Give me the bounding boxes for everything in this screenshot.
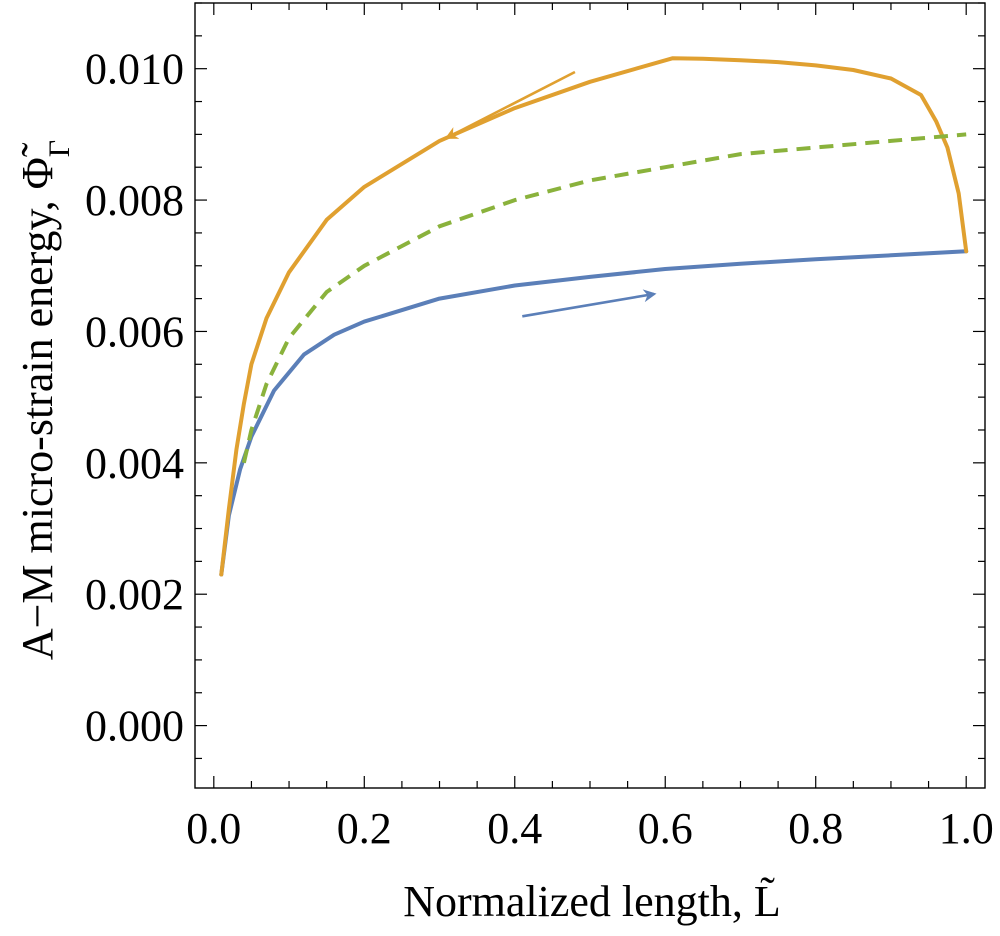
y-tick-label: 0.004 [85,439,184,488]
series-line-2 [219,56,969,577]
ticks-layer [195,2,985,788]
y-tick-label: 0.002 [85,570,184,619]
x-tick-label: 0.6 [638,804,693,853]
labels-layer: 0.0 0.2 0.4 0.6 0.8 1.0 0.000 0.002 0.004 0.006 0.… [85,45,994,853]
x-axis-title: Normalized length, L̃ [403,877,781,926]
y-tick-label: 0.010 [85,45,184,94]
series-line-1 [219,249,969,577]
x-tick-label: 1.0 [939,804,994,853]
series-line-3 [241,132,967,464]
y-tick-label: 0.006 [85,307,184,356]
plot-frame [194,2,986,789]
direction-arrow-1 [444,70,576,139]
x-tick-label: 0.8 [788,804,843,853]
direction-arrow-2 [522,289,657,318]
y-axis-title-subscript: Γ [43,140,76,157]
x-tick-label: 0.2 [337,804,392,853]
plot-border [194,2,986,789]
x-tick-label: 0.0 [186,804,241,853]
annotation-layer [444,70,657,318]
y-axis-title-main: A−M micro-strain energy, Φ̃ [13,142,62,660]
series-layer [219,56,969,577]
x-tick-label: 0.4 [487,804,542,853]
y-axis-title: A−M micro-strain energy, Φ̃Γ [13,140,76,660]
y-tick-label: 0.000 [85,702,184,751]
y-tick-label: 0.008 [85,176,184,225]
